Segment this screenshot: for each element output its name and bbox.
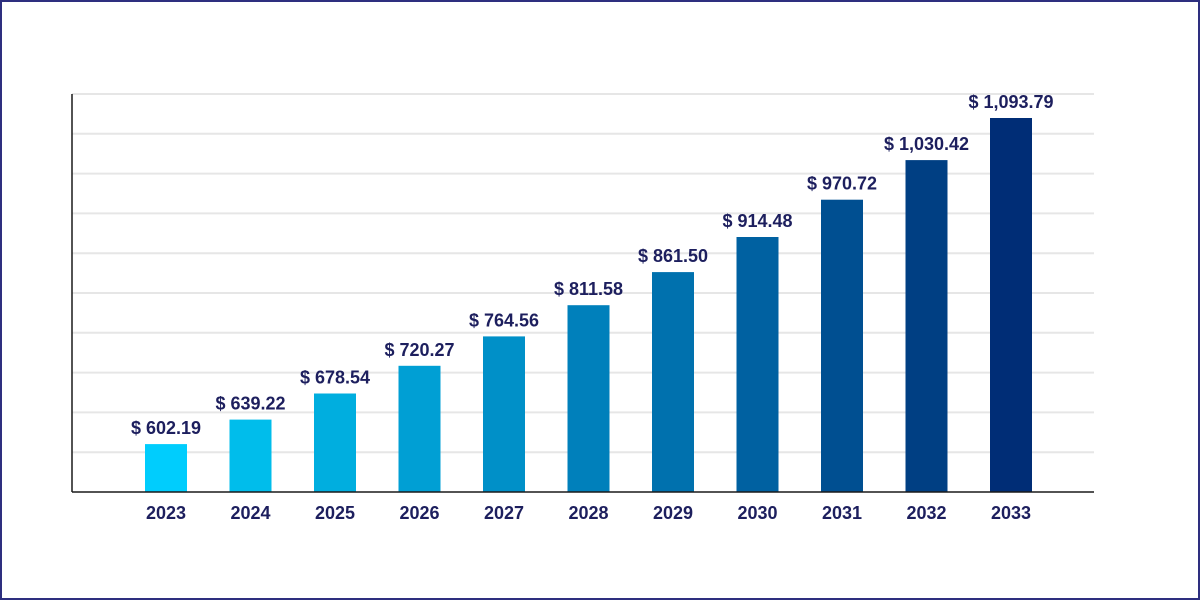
x-tick-label-2031: 2031	[822, 503, 862, 523]
bar-2025	[314, 393, 356, 492]
value-label-2033: $ 1,093.79	[968, 92, 1053, 112]
value-label-2028: $ 811.58	[554, 279, 623, 299]
bar-2024	[229, 419, 272, 492]
bar-2027	[483, 336, 525, 492]
x-tick-label-2023: 2023	[146, 503, 186, 523]
x-tick-label-2027: 2027	[484, 503, 524, 523]
value-labels: $ 602.19 $ 639.22 $ 678.54 $ 720.27 $ 764.56…	[131, 92, 1054, 438]
bar-2032	[905, 160, 948, 492]
value-label-2027: $ 764.56	[469, 310, 539, 330]
bar-2023	[145, 444, 187, 492]
x-tick-label-2028: 2028	[568, 503, 608, 523]
value-label-2025: $ 678.54	[300, 368, 370, 388]
value-label-2023: $ 602.19	[131, 418, 201, 438]
value-label-2032: $ 1,030.42	[884, 134, 969, 154]
x-tick-label-2029: 2029	[653, 503, 693, 523]
x-tick-label-2033: 2033	[991, 503, 1031, 523]
value-label-2024: $ 639.22	[215, 394, 285, 414]
x-tick-label-2032: 2032	[906, 503, 946, 523]
bar-2030	[736, 237, 779, 492]
value-label-2029: $ 861.50	[638, 246, 708, 266]
bar-2033	[990, 118, 1032, 492]
gridlines	[72, 93, 1094, 454]
x-tick-label-2030: 2030	[737, 503, 777, 523]
bar-2026	[398, 365, 441, 492]
x-tick-label-2024: 2024	[230, 503, 270, 523]
bar-2031	[821, 199, 863, 492]
value-label-2030: $ 914.48	[722, 211, 792, 231]
bars	[145, 118, 1032, 492]
x-tick-label-2026: 2026	[399, 503, 439, 523]
x-tick-labels: 2023 2024 2025 2026 2027 2028 2029 2030 2031 2032…	[146, 503, 1031, 523]
x-tick-label-2025: 2025	[315, 503, 355, 523]
value-label-2031: $ 970.72	[807, 174, 877, 194]
bar-2028	[567, 305, 610, 492]
bar-2029	[652, 272, 694, 492]
value-label-2026: $ 720.27	[384, 340, 454, 360]
